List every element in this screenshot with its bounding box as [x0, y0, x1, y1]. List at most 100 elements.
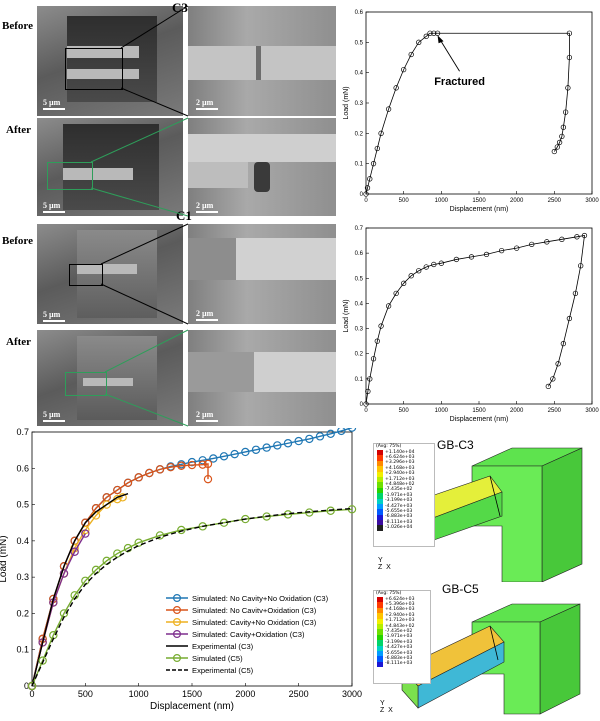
x-axis-label: Displacement (nm): [450, 416, 509, 423]
fem-legend-entry: -6.883e+03: [374, 656, 430, 662]
data-point: [203, 459, 213, 469]
data-point: [408, 51, 414, 58]
sem-c3-before-overview: 5 µm: [37, 6, 183, 116]
fem-title-gb-c5: GB-C5: [442, 582, 479, 596]
x-tick-label: 2000: [235, 689, 255, 699]
y-tick-label: 0.5: [355, 40, 364, 46]
data-point: [283, 439, 293, 448]
zoom-region-box: [65, 48, 123, 90]
fem-legend-entry: +1.140e+04: [374, 450, 434, 456]
legend-marker: [173, 594, 182, 603]
legend-label: Simulated: No Cavitv+Oxidation (C3): [192, 606, 317, 615]
data-point: [401, 66, 407, 73]
fem-legend-entry: +5.396e+03: [374, 602, 430, 608]
fem-legend-entry: +6.624e+03: [374, 455, 434, 461]
data-point: [367, 376, 373, 382]
legend-label: Experimental (C5): [192, 666, 254, 675]
data-point: [550, 376, 556, 382]
x-tick-label: 2000: [510, 408, 524, 414]
sem-c3-after-overview: 5 µm: [37, 118, 183, 216]
data-point: [544, 239, 550, 245]
fem-legend-entry: +2.940e+03: [374, 613, 430, 619]
data-point: [177, 461, 186, 470]
data-point: [434, 30, 441, 36]
x-tick-label: 1500: [472, 408, 486, 414]
data-point: [393, 85, 399, 91]
y-tick-label: 0.6: [16, 463, 29, 473]
scale-bar-5um: 5 µm: [43, 201, 65, 213]
data-point: [551, 148, 557, 155]
data-point: [514, 245, 520, 251]
data-point: [294, 436, 303, 446]
label-after-c3: After: [6, 124, 32, 136]
y-axis-label: Load (mN): [343, 86, 350, 119]
annotation-arrow: [438, 36, 460, 72]
data-point: [27, 681, 37, 691]
fem-legend-entry: -5.655e+03: [374, 509, 434, 515]
data-point: [468, 254, 475, 260]
y-tick-label: 0.3: [355, 101, 364, 107]
data-point: [230, 449, 239, 459]
y-tick-label: 0.3: [16, 572, 29, 582]
y-tick-label: 0: [360, 192, 364, 198]
x-tick-label: 3000: [585, 198, 599, 204]
scale-bar-2um: 2 µm: [196, 98, 218, 110]
x-axis-label: Displacement (nm): [150, 701, 234, 712]
data-point: [423, 264, 429, 270]
data-point: [367, 176, 373, 182]
scale-bar-5um: 5 µm: [43, 310, 65, 322]
data-point: [326, 429, 335, 439]
data-point: [416, 268, 422, 274]
chart-simulated-vs-experimental: 0 500 1000 1500 2000 2500 3000 0 0.1 0.2 0.3 0.4 0.5…: [0, 428, 362, 712]
data-point: [363, 401, 369, 407]
x-tick-label: 0: [364, 408, 368, 414]
data-point: [251, 445, 261, 454]
legend-label: Simulated: Cavity+No Oxidation (C3): [192, 618, 317, 627]
annotation-arrowhead: [437, 35, 444, 44]
y-tick-label: 0.1: [16, 645, 29, 655]
data-point: [70, 547, 79, 556]
x-tick-label: 2500: [289, 689, 309, 699]
sem-c1-after-zoom: 2 µm: [188, 330, 336, 426]
data-point: [241, 447, 250, 457]
x-tick-label: 500: [399, 198, 410, 204]
data-point: [166, 462, 175, 472]
y-tick-label: 0.7: [16, 428, 29, 437]
data-point: [38, 638, 47, 647]
label-after-c1: After: [6, 336, 32, 348]
fem-legend-entry: -3.199e+03: [374, 640, 430, 646]
data-point: [123, 478, 133, 488]
fem-legend-entry: -5.655e+03: [374, 651, 430, 657]
y-axis-label: Load (mN): [0, 535, 9, 582]
data-point: [113, 485, 122, 495]
data-point: [385, 303, 392, 309]
y-axis-label: Load (mN): [343, 299, 350, 332]
data-point: [431, 30, 437, 36]
fem-legend-entry: -1.026e+04: [374, 525, 434, 531]
data-point: [262, 512, 271, 521]
data-point: [155, 465, 165, 474]
label-before-c3: Before: [2, 20, 33, 32]
fem-legend-entry: -4.427e+03: [374, 645, 430, 651]
chart-c1-load-displacement: 0 500 1000 1500 2000 2500 3000 0 0.1 0.2 0.3 0.4 0.5…: [343, 226, 599, 423]
x-tick-label: 1000: [435, 408, 449, 414]
legend-label: Experimental (C3): [192, 642, 254, 651]
data-point: [187, 460, 197, 470]
label-c1: C1: [176, 208, 192, 223]
y-tick-label: 0.4: [16, 536, 29, 546]
fem-legend-gb-c5: (Avg: 75%) +6.624e+03 +5.396e+03 +4.168e+0…: [373, 590, 431, 684]
plot-area: [365, 227, 593, 405]
data-point: [378, 130, 384, 136]
fem-legend-entry: +6.624e+03: [374, 597, 430, 603]
data-point: [305, 434, 314, 444]
y-tick-label: 0.1: [355, 162, 364, 168]
y-tick-label: 0.1: [355, 377, 364, 383]
y-tick-label: 0.6: [355, 10, 364, 16]
zoom-region-box: [69, 264, 103, 286]
legend-marker: [173, 618, 182, 627]
fem-legend-entry: +4.168e+03: [374, 607, 430, 614]
series-line: [31, 493, 129, 687]
data-point: [565, 85, 571, 91]
fem-legend-entry: +1.712e+03: [374, 618, 430, 624]
